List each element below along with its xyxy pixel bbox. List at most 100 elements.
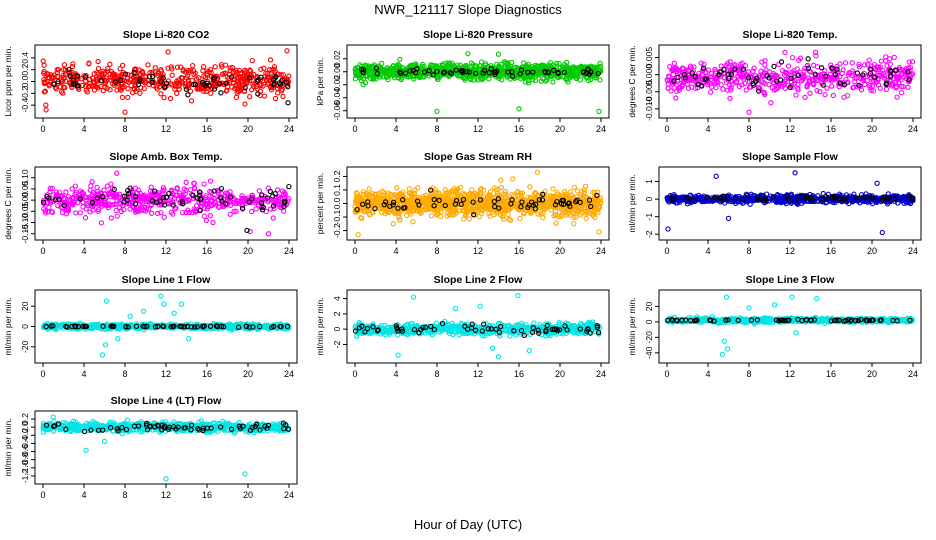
data-point (63, 78, 69, 84)
data-point (583, 215, 589, 222)
data-point (188, 98, 195, 104)
data-point (236, 67, 243, 74)
x-tick-label: 8 (746, 246, 751, 256)
data-point (434, 108, 440, 115)
y-axis-label: ml/min per min. (627, 174, 637, 232)
data-point (671, 60, 677, 66)
data-point (829, 83, 835, 89)
data-point (495, 51, 502, 57)
data-point (521, 60, 527, 66)
data-point (183, 179, 189, 186)
data-point (84, 89, 90, 95)
x-tick-label: 24 (596, 124, 606, 134)
data-point (898, 90, 905, 96)
data-point (227, 211, 233, 217)
data-point (160, 75, 166, 81)
data-point (667, 64, 673, 70)
data-point (199, 79, 206, 85)
y-tick-label: -0.1 (332, 209, 342, 224)
data-point (200, 68, 206, 74)
x-tick-label: 8 (434, 124, 439, 134)
panel-title: Slope Amb. Box Temp. (109, 151, 222, 163)
y-tick-label: -0.06 (332, 101, 342, 121)
data-point (284, 48, 290, 54)
data-point (86, 60, 92, 66)
x-tick-label: 24 (284, 246, 294, 256)
y-tick-label: -20 (20, 340, 30, 353)
data-point (60, 72, 66, 78)
y-axis-label: degrees C per min. (3, 167, 13, 239)
data-point (397, 56, 403, 63)
data-point (571, 220, 577, 227)
data-point (228, 74, 235, 80)
data-point (596, 108, 602, 115)
data-point (183, 83, 189, 90)
x-tick-label: 16 (826, 246, 836, 256)
data-point (708, 89, 714, 95)
data-point (563, 76, 569, 82)
data-point (725, 215, 732, 222)
data-point (187, 187, 194, 193)
data-point (391, 67, 397, 73)
x-tick-label: 8 (122, 124, 127, 134)
panel-title: Slope Li-820 Temp. (743, 29, 838, 41)
data-point (768, 100, 774, 106)
data-point (121, 78, 127, 84)
data-point (146, 74, 152, 80)
data-point (201, 181, 207, 187)
y-tick-label: 0.2 (20, 64, 30, 76)
data-point (61, 62, 68, 68)
data-point (802, 94, 808, 101)
data-point (271, 82, 277, 88)
y-tick-label: 0.00 (332, 63, 342, 80)
data-point (778, 59, 785, 65)
data-point (107, 61, 113, 67)
x-tick-label: 0 (664, 124, 669, 134)
x-tick-label: 12 (161, 246, 171, 256)
data-point (874, 180, 880, 186)
data-point (842, 60, 849, 66)
data-point (122, 109, 128, 115)
data-point (509, 176, 516, 182)
data-point (258, 74, 264, 80)
data-point (95, 65, 102, 72)
panel-title: Slope Li-820 Pressure (423, 29, 533, 41)
data-point (437, 68, 443, 74)
data-point (824, 85, 830, 91)
data-point (208, 90, 214, 96)
data-point (137, 90, 143, 96)
data-point (190, 62, 196, 69)
data-point (218, 62, 225, 68)
panel-p4: Slope Amb. Box Temp.degrees C per min.0 4… (3, 151, 298, 256)
data-point (743, 87, 749, 93)
data-point (169, 72, 175, 78)
y-tick-label: 0.02 (332, 50, 342, 67)
data-point (149, 79, 155, 86)
data-point (70, 61, 76, 67)
data-point (263, 76, 269, 82)
y-tick-label: -0.4 (20, 98, 30, 113)
data-point (145, 62, 151, 68)
data-point (249, 208, 255, 215)
data-point (894, 94, 900, 100)
data-point (891, 54, 897, 61)
data-point (193, 203, 200, 209)
x-tick-label: 8 (122, 246, 127, 256)
data-point (185, 67, 191, 74)
x-tick-label: 0 (40, 369, 45, 379)
data-point (183, 86, 189, 92)
data-point (285, 100, 291, 106)
data-point (468, 60, 474, 66)
data-point (51, 81, 57, 87)
data-point (107, 71, 113, 77)
data-point (810, 62, 817, 68)
data-point (807, 90, 813, 96)
panel-title: Slope Line 1 Flow (122, 274, 212, 286)
data-point (102, 80, 108, 87)
data-point (543, 78, 549, 84)
data-point (862, 81, 868, 88)
data-point (849, 60, 855, 66)
data-point (267, 188, 273, 195)
data-point (499, 77, 505, 83)
